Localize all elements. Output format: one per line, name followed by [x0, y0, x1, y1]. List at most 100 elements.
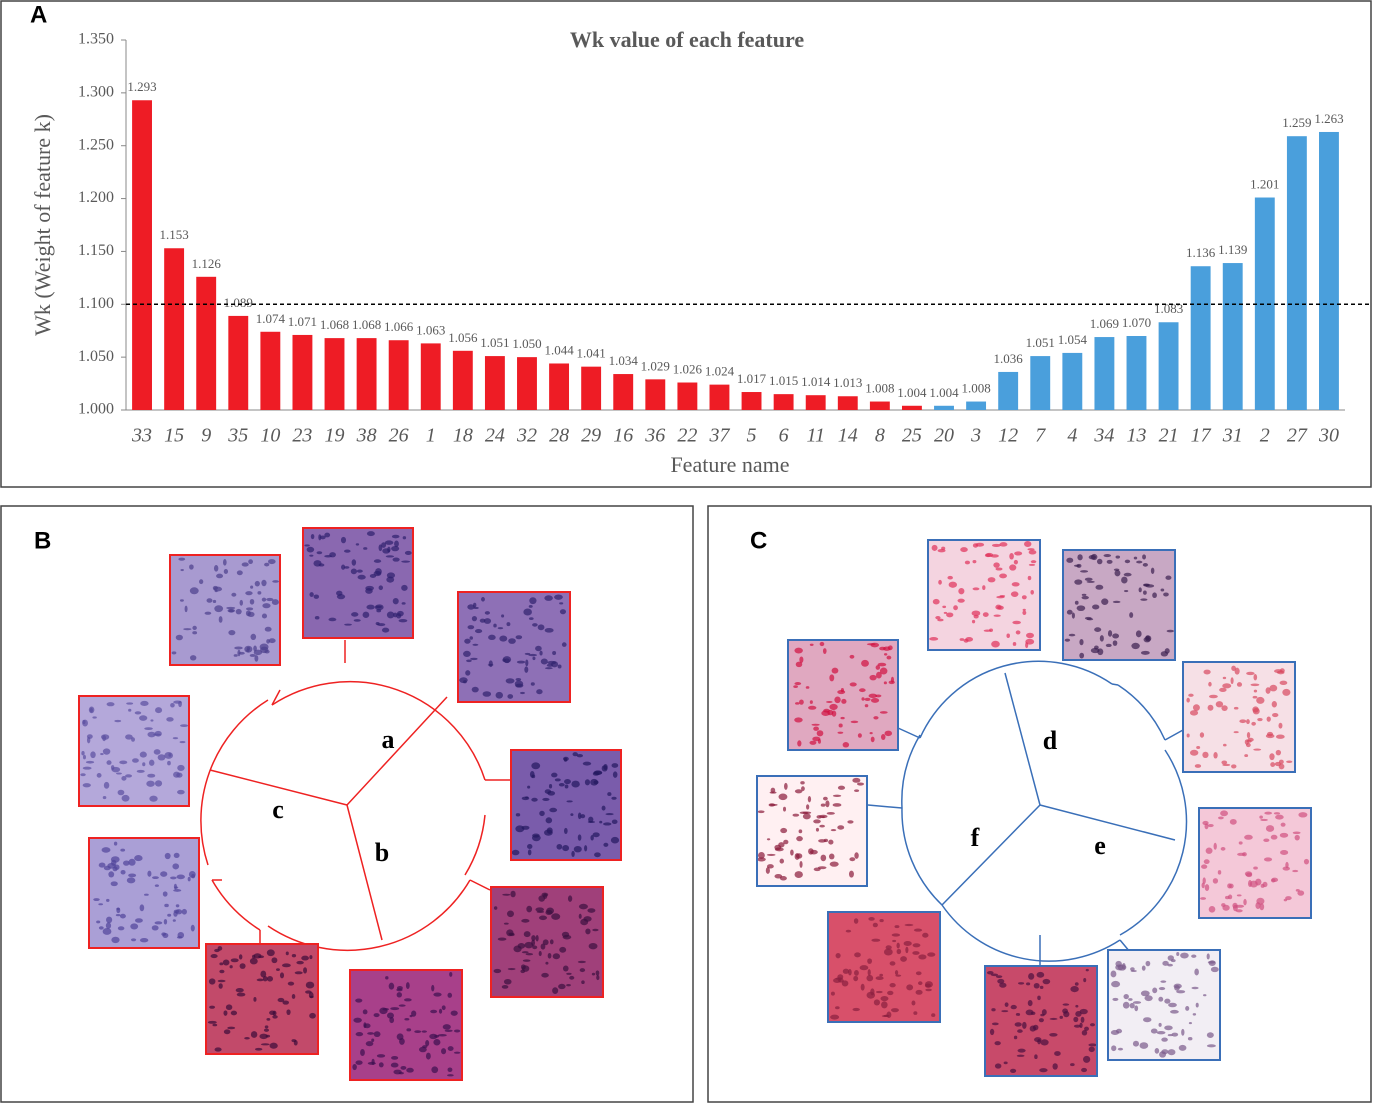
image-texture	[889, 982, 896, 988]
image-texture	[1028, 972, 1035, 980]
image-texture	[610, 836, 620, 844]
image-texture	[466, 659, 472, 663]
image-texture	[794, 647, 803, 654]
image-border	[205, 943, 319, 1055]
image-texture	[850, 720, 859, 724]
image-texture	[376, 1054, 386, 1058]
image-texture	[994, 1063, 1002, 1069]
image-texture	[807, 796, 812, 803]
image-texture	[179, 599, 184, 602]
image-texture	[173, 852, 180, 859]
image-texture	[257, 591, 262, 595]
image-texture	[373, 1013, 380, 1018]
image-texture	[809, 740, 817, 745]
image-texture	[1252, 706, 1259, 713]
image-texture	[119, 760, 128, 765]
image-texture	[889, 961, 896, 966]
image-texture	[820, 854, 827, 862]
image-texture	[249, 654, 256, 657]
image-texture	[1202, 751, 1209, 759]
x-tick-label: 10	[260, 425, 280, 447]
image-texture	[883, 681, 887, 685]
image-texture	[525, 952, 534, 956]
image-border	[1182, 661, 1296, 773]
image-texture	[110, 856, 120, 863]
image-background	[1199, 808, 1311, 918]
image-texture	[388, 982, 395, 990]
image-texture	[88, 706, 95, 714]
image-texture	[377, 623, 386, 627]
data-label: 1.014	[801, 374, 831, 389]
image-texture	[433, 1039, 441, 1046]
image-texture	[584, 845, 588, 852]
bar	[1094, 337, 1115, 410]
image-texture	[405, 982, 410, 989]
image-texture	[552, 953, 561, 960]
image-texture	[366, 604, 375, 610]
image-texture	[523, 931, 531, 938]
image-texture	[375, 605, 382, 609]
image-texture	[497, 627, 504, 630]
image-texture	[173, 771, 181, 778]
image-texture	[1220, 810, 1229, 817]
image-texture	[264, 1025, 269, 1029]
image-texture	[1168, 1002, 1177, 1008]
image-texture	[149, 795, 158, 802]
image-texture	[189, 564, 194, 570]
image-texture	[891, 1008, 899, 1013]
bar	[260, 331, 281, 410]
image-texture	[210, 954, 218, 959]
image-texture	[1026, 982, 1031, 986]
image-texture	[536, 910, 545, 914]
image-texture	[965, 636, 974, 642]
image-texture	[1280, 822, 1286, 827]
image-texture	[148, 759, 155, 766]
y-tick-label: 1.000	[78, 401, 114, 418]
image-texture	[1191, 986, 1199, 990]
image-texture	[794, 682, 802, 686]
image-texture	[887, 990, 894, 996]
bar	[484, 356, 505, 410]
image-texture	[1123, 572, 1132, 577]
image-texture	[1167, 963, 1173, 967]
image-texture	[117, 926, 125, 931]
image-texture	[1275, 814, 1284, 820]
image-texture	[1107, 630, 1113, 637]
image-texture	[111, 766, 121, 773]
image-texture	[92, 716, 97, 719]
image-texture	[757, 857, 766, 862]
image-texture	[1142, 563, 1148, 567]
image-texture	[603, 822, 612, 826]
image-texture	[854, 789, 860, 792]
image-texture	[563, 827, 568, 834]
image-texture	[1037, 995, 1041, 1001]
image-texture	[218, 983, 223, 989]
image-texture	[1140, 598, 1148, 601]
image-texture	[262, 603, 271, 609]
image-texture	[984, 553, 992, 558]
image-texture	[147, 870, 152, 877]
image-texture	[1073, 1016, 1079, 1023]
image-texture	[1099, 635, 1104, 642]
image-texture	[527, 844, 533, 850]
image-texture	[607, 792, 612, 796]
image-texture	[1263, 838, 1270, 843]
image-texture	[991, 1008, 996, 1012]
image-texture	[1231, 764, 1237, 769]
bar	[388, 340, 409, 410]
image-texture	[488, 660, 493, 668]
x-tick-label: 35	[227, 425, 248, 447]
image-texture	[828, 839, 834, 845]
image-texture	[947, 575, 953, 580]
image-texture	[285, 951, 289, 956]
image-texture	[376, 609, 382, 613]
x-tick-label: 37	[708, 425, 730, 447]
image-texture	[1021, 595, 1027, 600]
image-texture	[100, 752, 104, 756]
image-texture	[829, 703, 838, 711]
chart-title: Wk value of each feature	[570, 27, 804, 52]
data-label: 1.029	[641, 358, 670, 373]
image-texture	[779, 858, 785, 864]
data-label: 1.041	[577, 346, 606, 361]
image-texture	[524, 666, 529, 673]
